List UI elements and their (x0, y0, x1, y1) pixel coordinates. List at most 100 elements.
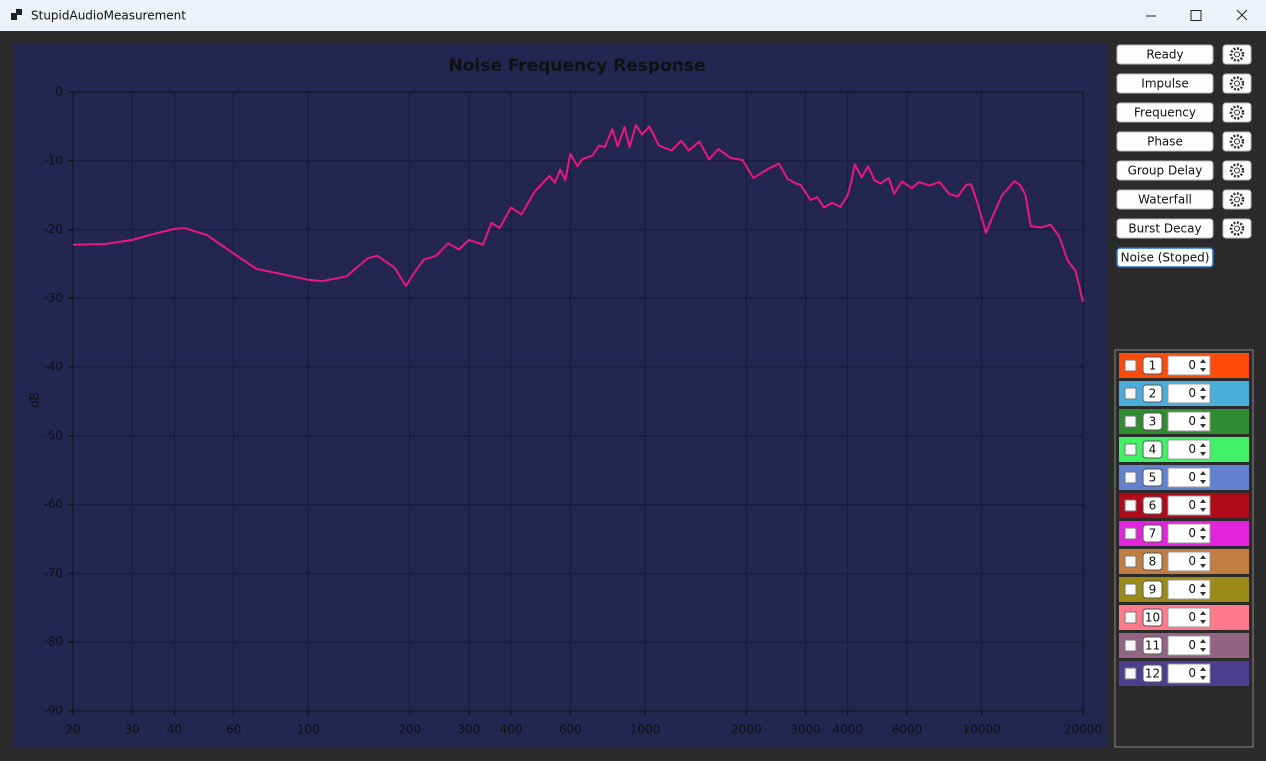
channel-spinner[interactable] (1167, 495, 1211, 516)
channel-checkbox[interactable] (1124, 443, 1137, 456)
channel-value: 0 (1188, 554, 1196, 568)
x-tick-label: 20 (65, 723, 80, 737)
channel-value: 0 (1188, 442, 1196, 456)
action-button[interactable] (1116, 160, 1214, 181)
spinner-arrows[interactable] (1200, 611, 1206, 624)
channel-label: 4 (1149, 443, 1157, 457)
channel-spinner[interactable] (1167, 523, 1211, 544)
channel-value: 0 (1188, 498, 1196, 512)
settings-button[interactable] (1222, 218, 1252, 239)
channel-value: 0 (1188, 414, 1196, 428)
settings-button[interactable] (1222, 102, 1252, 123)
channel-checkbox[interactable] (1124, 527, 1137, 540)
gear-icon (1234, 138, 1240, 145)
maximize-button[interactable] (1190, 10, 1202, 21)
button-label: Burst Decay (1128, 222, 1201, 236)
settings-button[interactable] (1222, 189, 1252, 210)
channel-value: 0 (1188, 638, 1196, 652)
spinner-arrows[interactable] (1200, 387, 1206, 400)
x-tick-label: 6000 (892, 723, 923, 737)
channel-checkbox[interactable] (1124, 639, 1137, 652)
channel-checkbox[interactable] (1124, 611, 1137, 624)
channel-spinner[interactable] (1167, 551, 1211, 572)
gear-icon (1234, 109, 1240, 116)
channel-spinner[interactable] (1167, 383, 1211, 404)
channel-spinner[interactable] (1167, 439, 1211, 460)
settings-button[interactable] (1222, 44, 1252, 65)
channel-checkbox[interactable] (1124, 415, 1137, 428)
gear-icon (1229, 76, 1245, 91)
spinner-arrows[interactable] (1200, 639, 1206, 652)
channel-checkbox[interactable] (1124, 471, 1137, 484)
action-button[interactable] (1116, 131, 1214, 152)
channel-value: 0 (1188, 358, 1196, 372)
channel-spinner[interactable] (1167, 663, 1211, 684)
channel-checkbox[interactable] (1124, 359, 1137, 372)
spinner-arrows[interactable] (1200, 443, 1206, 456)
gear-icon (1229, 163, 1245, 178)
channel-label-box (1142, 608, 1163, 627)
channel-checkbox[interactable] (1124, 583, 1137, 596)
channel-label: 5 (1149, 471, 1157, 485)
y-tick-label: -80 (43, 635, 63, 649)
channel-checkbox[interactable] (1124, 387, 1137, 400)
gear-icon (1234, 225, 1240, 232)
action-button[interactable] (1116, 44, 1214, 65)
channel-label-box (1142, 412, 1163, 431)
channel-label-box (1142, 664, 1163, 683)
button-label: Phase (1147, 135, 1183, 149)
button-label: Impulse (1141, 77, 1188, 91)
close-button[interactable] (1236, 9, 1248, 21)
series-line (72, 124, 1084, 303)
x-tick-label: 30 (125, 723, 140, 737)
channel-checkbox[interactable] (1124, 667, 1137, 680)
spinner-arrows[interactable] (1200, 499, 1206, 512)
channel-spinner[interactable] (1167, 355, 1211, 376)
settings-button[interactable] (1222, 73, 1252, 94)
channel-label: 11 (1145, 639, 1160, 653)
channel-spinner[interactable] (1167, 467, 1211, 488)
y-tick-label: -20 (43, 222, 63, 236)
x-tick-label: 20000 (1064, 723, 1102, 737)
spinner-arrows[interactable] (1200, 555, 1206, 568)
y-axis-label: dB (28, 392, 42, 408)
channel-spinner[interactable] (1167, 607, 1211, 628)
action-button[interactable] (1116, 73, 1214, 94)
x-tick-label: 10000 (963, 723, 1001, 737)
button-label: Noise (Stoped) (1121, 251, 1210, 265)
channel-value: 0 (1188, 470, 1196, 484)
channel-label-box (1142, 468, 1163, 487)
channel-label: 10 (1145, 611, 1160, 625)
channel-label-box (1142, 636, 1163, 655)
channel-label: 8 (1149, 555, 1157, 569)
action-button[interactable] (1116, 102, 1214, 123)
channel-spinner[interactable] (1167, 411, 1211, 432)
channel-checkbox[interactable] (1124, 555, 1137, 568)
action-button[interactable] (1116, 218, 1214, 239)
chart-title: Noise Frequency Response (448, 56, 705, 76)
channel-label-box (1142, 552, 1163, 571)
settings-button[interactable] (1222, 160, 1252, 181)
channel-spinner[interactable] (1167, 579, 1211, 600)
spinner-arrows[interactable] (1200, 471, 1206, 484)
channel-checkbox[interactable] (1124, 499, 1137, 512)
noise-button[interactable] (1116, 247, 1214, 268)
channel-spinner[interactable] (1167, 635, 1211, 656)
window-title: StupidAudioMeasurement (31, 9, 186, 23)
channel-value: 0 (1188, 666, 1196, 680)
spinner-arrows[interactable] (1200, 583, 1206, 596)
x-tick-label: 40 (167, 723, 182, 737)
settings-button[interactable] (1222, 131, 1252, 152)
spinner-arrows[interactable] (1200, 415, 1206, 428)
action-button[interactable] (1116, 189, 1214, 210)
gear-icon (1229, 105, 1245, 120)
channel-label: 3 (1149, 415, 1157, 429)
x-tick-label: 100 (297, 723, 320, 737)
spinner-arrows[interactable] (1200, 527, 1206, 540)
gear-icon (1229, 47, 1245, 62)
spinner-arrows[interactable] (1200, 667, 1206, 680)
y-tick-label: -10 (43, 153, 63, 167)
channel-label: 12 (1145, 667, 1160, 681)
spinner-arrows[interactable] (1200, 359, 1206, 372)
